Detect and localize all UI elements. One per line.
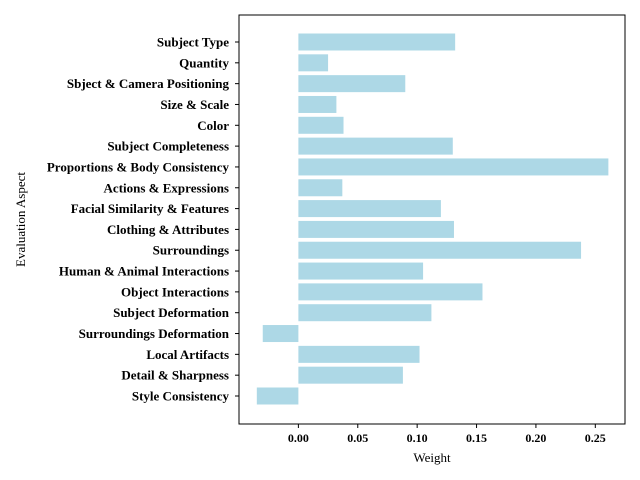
category-label: Subject Type: [157, 35, 229, 50]
category-label: Quantity: [179, 55, 229, 70]
bar-surroundings: [298, 241, 582, 259]
x-ticks-group: 0.00 0.05 0.10 0.15 0.20 0.25: [288, 424, 606, 445]
bar-proportions-body-consistency: [298, 158, 609, 176]
category-label: Style Consistency: [132, 389, 230, 404]
category-label: Local Artifacts: [146, 347, 229, 362]
bar-quantity: [298, 54, 329, 72]
x-tick-label: 0.10: [407, 431, 428, 445]
bar-style-consistency: [256, 387, 299, 405]
bar-local-artifacts: [298, 345, 420, 363]
x-axis-title: Weight: [413, 450, 451, 465]
plot-frame: [238, 14, 626, 425]
category-label: Color: [197, 118, 229, 133]
category-label: Surroundings: [153, 243, 229, 258]
bar-human-animal-interactions: [298, 262, 424, 280]
category-label: Size & Scale: [160, 97, 229, 112]
bar-clothing-attributes: [298, 220, 454, 238]
x-tick-label: 0.20: [525, 431, 546, 445]
bar-subject-deformation: [298, 304, 432, 322]
bar-subject-completeness: [298, 137, 453, 155]
bar-actions-expressions: [298, 179, 343, 197]
category-label: Detail & Sharpness: [121, 368, 229, 383]
bar-object-interactions: [298, 283, 483, 301]
x-tick-label: 0.25: [585, 431, 606, 445]
category-label: Proportions & Body Consistency: [47, 159, 230, 174]
category-label: Human & Animal Interactions: [59, 264, 229, 279]
category-label: Object Interactions: [121, 284, 229, 299]
category-label: Clothing & Attributes: [107, 222, 229, 237]
category-label: Subject Completeness: [107, 139, 229, 154]
x-tick-label: 0.05: [347, 431, 368, 445]
y-axis-title: Evaluation Aspect: [13, 172, 28, 267]
bar-facial-similarity-features: [298, 200, 441, 218]
bar-surroundings-deformation: [262, 325, 299, 343]
x-tick-label: 0.00: [288, 431, 309, 445]
category-label: Subject Deformation: [113, 305, 230, 320]
category-label: Surroundings Deformation: [79, 326, 230, 341]
bar-detail-sharpness: [298, 366, 403, 384]
bar-sbject-camera-positioning: [298, 75, 406, 93]
bar-color: [298, 116, 344, 134]
category-labels-group: Subject Type Quantity Sbject & Camera Posi…: [47, 35, 239, 404]
category-label: Actions & Expressions: [104, 180, 229, 195]
bars-group: [256, 33, 609, 405]
bar-subject-type: [298, 33, 456, 51]
category-label: Sbject & Camera Positioning: [67, 76, 230, 91]
x-tick-label: 0.15: [466, 431, 487, 445]
category-label: Facial Similarity & Features: [71, 201, 229, 216]
bar-size-scale: [298, 95, 337, 113]
